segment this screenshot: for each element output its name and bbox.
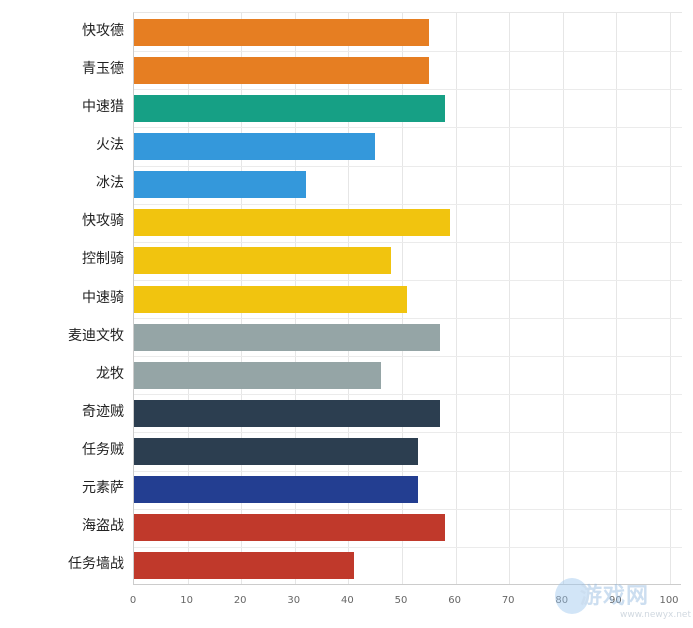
- horizontal-gridline: [134, 318, 682, 320]
- horizontal-gridline: [134, 546, 682, 548]
- vertical-gridline: [562, 13, 564, 585]
- bar[interactable]: [134, 476, 419, 504]
- bar[interactable]: [134, 438, 419, 466]
- category-label: 中速猎: [82, 98, 124, 115]
- x-tick-label: 40: [341, 595, 354, 606]
- watermark: 游戏网 www.newyx.net: [520, 570, 692, 625]
- category-label: 元素萨: [82, 480, 124, 497]
- x-axis-line: [133, 584, 681, 585]
- vertical-gridline: [509, 13, 511, 585]
- bar[interactable]: [134, 514, 445, 542]
- category-label: 龙牧: [96, 365, 124, 382]
- x-tick-label: 90: [609, 595, 622, 606]
- bar[interactable]: [134, 132, 376, 160]
- plot-area: [133, 12, 682, 585]
- x-tick-label: 10: [180, 595, 193, 606]
- category-label: 任务墙战: [68, 556, 124, 573]
- x-tick-label: 20: [233, 595, 247, 606]
- vertical-gridline: [455, 13, 457, 585]
- horizontal-gridline: [134, 89, 682, 91]
- bar[interactable]: [134, 552, 354, 580]
- category-label: 奇迹贼: [82, 403, 124, 420]
- watermark-logo-icon: [555, 578, 589, 614]
- bar[interactable]: [134, 209, 451, 237]
- category-label: 中速骑: [82, 289, 124, 306]
- category-label: 冰法: [96, 175, 124, 192]
- bar[interactable]: [134, 247, 392, 275]
- x-tick-label: 100: [659, 595, 679, 606]
- x-tick-label: 60: [448, 595, 461, 606]
- bar[interactable]: [134, 56, 429, 84]
- horizontal-gridline: [134, 470, 682, 472]
- horizontal-gridline: [134, 127, 682, 129]
- watermark-text: 游戏网: [580, 584, 650, 609]
- category-label: 麦迪文牧: [68, 327, 124, 344]
- x-tick-label: 0: [129, 595, 137, 606]
- category-label: 任务贼: [82, 442, 124, 459]
- horizontal-gridline: [134, 356, 682, 358]
- bar[interactable]: [134, 285, 408, 313]
- horizontal-gridline: [134, 394, 682, 396]
- horizontal-gridline: [134, 279, 682, 281]
- x-tick-label: 30: [287, 595, 301, 606]
- horizontal-gridline: [134, 241, 682, 243]
- horizontal-gridline: [134, 508, 682, 510]
- category-label: 火法: [96, 136, 124, 153]
- x-tick-label: 80: [547, 595, 577, 606]
- vertical-gridline: [616, 13, 618, 585]
- bar[interactable]: [134, 323, 440, 351]
- bar[interactable]: [134, 171, 306, 199]
- bar[interactable]: [134, 399, 440, 427]
- category-label: 快攻骑: [82, 213, 124, 230]
- horizontal-gridline: [134, 203, 682, 205]
- horizontal-gridline: [134, 432, 682, 434]
- category-label: 控制骑: [82, 251, 124, 268]
- watermark-url: www.newyx.net: [620, 610, 692, 620]
- category-label: 青玉德: [82, 60, 124, 77]
- bar[interactable]: [134, 18, 429, 46]
- bar[interactable]: [134, 361, 381, 389]
- bar[interactable]: [134, 94, 445, 122]
- x-tick-label: 50: [394, 595, 408, 606]
- category-label: 海盗战: [82, 518, 124, 535]
- horizontal-gridline: [134, 165, 682, 167]
- vertical-gridline: [670, 13, 671, 585]
- category-label: 快攻德: [82, 22, 124, 39]
- horizontal-gridline: [134, 51, 682, 53]
- x-tick-label: 70: [501, 595, 515, 606]
